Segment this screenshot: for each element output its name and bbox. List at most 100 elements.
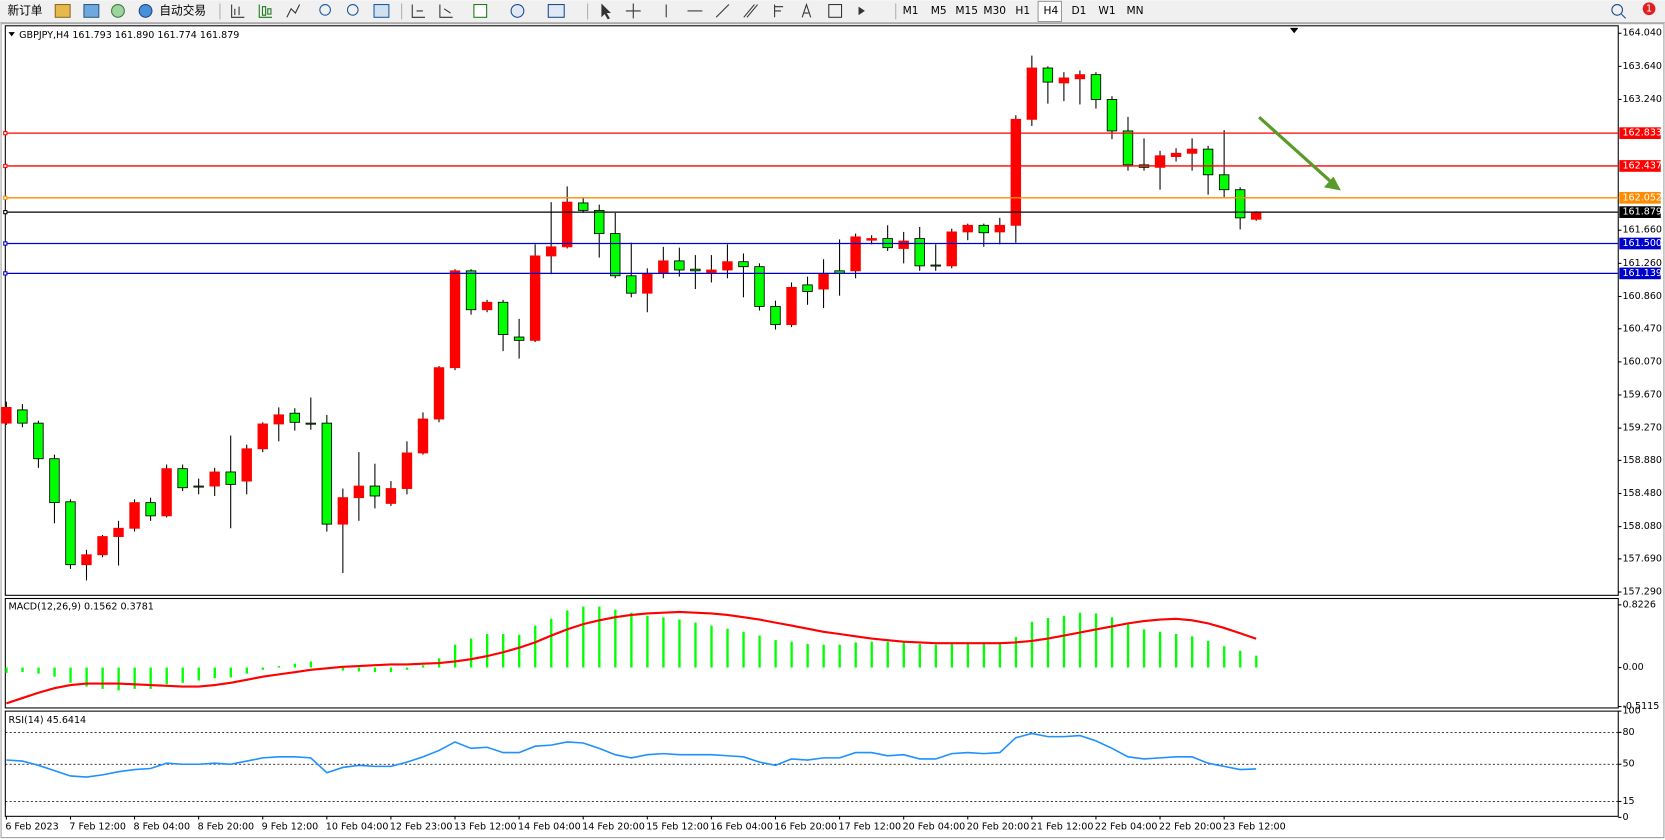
icon-channel[interactable] bbox=[743, 4, 758, 18]
icon-search-handle[interactable] bbox=[1621, 13, 1627, 19]
y-tick-label: 0 bbox=[1622, 812, 1628, 823]
macd-bar bbox=[1223, 646, 1226, 668]
candle-body bbox=[978, 224, 989, 234]
timeframe-button[interactable]: MN bbox=[1126, 4, 1143, 17]
x-tick-label: 10 Feb 04:00 bbox=[326, 821, 389, 832]
auto-trading-button[interactable]: 自动交易 bbox=[159, 3, 206, 17]
rsi-line bbox=[6, 732, 1257, 778]
timeframe-button[interactable]: H1 bbox=[1015, 4, 1030, 17]
symbol-marker bbox=[8, 32, 15, 37]
candle-body bbox=[305, 422, 317, 425]
candle-body bbox=[17, 409, 28, 424]
level-handle bbox=[3, 163, 8, 169]
timeframe-button[interactable]: H4 bbox=[1043, 4, 1058, 17]
level-label: 161.879 bbox=[1622, 207, 1661, 218]
icon-label[interactable] bbox=[828, 4, 843, 18]
macd-bar bbox=[5, 667, 8, 673]
macd-bar bbox=[806, 643, 809, 668]
candle-body bbox=[273, 414, 284, 425]
icon-bar-chart[interactable] bbox=[231, 4, 245, 18]
icon-data-window[interactable] bbox=[83, 4, 100, 18]
candle-body bbox=[529, 255, 541, 341]
level-label-box bbox=[1619, 267, 1661, 280]
icon-line-chart[interactable] bbox=[286, 4, 301, 18]
icon-auto-trading[interactable] bbox=[138, 4, 153, 18]
new-order-button[interactable]: 新订单 bbox=[7, 3, 42, 17]
macd-bar bbox=[405, 667, 409, 670]
candle-body bbox=[321, 422, 333, 525]
notification-badge[interactable] bbox=[1642, 2, 1656, 16]
macd-bar bbox=[421, 665, 425, 668]
icon-candles[interactable] bbox=[258, 4, 273, 18]
candle-body bbox=[818, 272, 829, 290]
icon-cursor[interactable] bbox=[601, 3, 611, 20]
icon-zoom-out[interactable] bbox=[346, 4, 359, 16]
candle-body bbox=[561, 201, 573, 248]
candle-body bbox=[369, 485, 381, 497]
x-tick-label: 15 Feb 12:00 bbox=[646, 821, 709, 832]
y-tick-label: 157.290 bbox=[1622, 587, 1661, 598]
x-tick-label: 17 Feb 12:00 bbox=[839, 821, 902, 832]
icon-indicators[interactable] bbox=[473, 4, 488, 18]
icon-shift[interactable] bbox=[411, 4, 426, 18]
candle-body bbox=[177, 468, 188, 489]
macd-bar bbox=[646, 615, 649, 668]
x-tick-label: 14 Feb 04:00 bbox=[518, 821, 581, 832]
macd-bar bbox=[309, 661, 313, 668]
macd-bar bbox=[1110, 617, 1114, 668]
icon-zoom-in[interactable] bbox=[319, 4, 331, 16]
timeframe-button[interactable]: M30 bbox=[983, 4, 1006, 17]
candle-body bbox=[65, 501, 76, 566]
macd-bar bbox=[694, 622, 697, 668]
chart-title: GBPJPY,H4 161.793 161.890 161.774 161.87… bbox=[19, 30, 239, 41]
y-tick-label: 0.00 bbox=[1622, 662, 1643, 673]
level-label: 162.833 bbox=[1622, 128, 1661, 139]
candle-body bbox=[578, 202, 589, 211]
icon-market-watch[interactable] bbox=[54, 4, 71, 18]
macd-bar bbox=[566, 610, 569, 668]
candle-body bbox=[401, 452, 413, 489]
macd-bar bbox=[469, 638, 473, 668]
macd-bar bbox=[85, 667, 88, 687]
icon-periods[interactable] bbox=[510, 4, 525, 18]
y-tick-label: 158.480 bbox=[1622, 488, 1661, 499]
macd-bar bbox=[1014, 637, 1018, 668]
notification-count: 1 bbox=[1646, 3, 1652, 14]
icon-navigator[interactable] bbox=[111, 4, 125, 18]
macd-bar bbox=[918, 643, 921, 668]
plots: 164.040 163.640 163.240 161.660 161.260 160.8… bbox=[1, 25, 1662, 832]
icon-trendline[interactable] bbox=[715, 4, 730, 18]
active-timeframe bbox=[1037, 0, 1063, 23]
icon-tile[interactable] bbox=[373, 4, 390, 18]
y-tick-label: 100 bbox=[1622, 706, 1640, 717]
timeframe-button[interactable]: M15 bbox=[955, 4, 978, 17]
macd-bar bbox=[1158, 631, 1162, 668]
icon-autoscroll[interactable] bbox=[439, 4, 453, 18]
candle-body bbox=[962, 224, 973, 233]
candle-body bbox=[193, 485, 204, 488]
macd-bar bbox=[277, 666, 281, 668]
y-tick-label: 161.660 bbox=[1622, 225, 1661, 236]
icon-crosshair[interactable] bbox=[625, 3, 641, 19]
timeframe-button[interactable]: M1 bbox=[903, 4, 919, 17]
candle-body bbox=[81, 554, 92, 566]
icon-templates[interactable] bbox=[547, 4, 565, 18]
timeframe-button[interactable]: M5 bbox=[931, 4, 947, 17]
icon-fibo[interactable] bbox=[774, 4, 784, 18]
timeframe-button[interactable]: W1 bbox=[1098, 4, 1115, 17]
macd-bar bbox=[886, 641, 889, 668]
macd-bar bbox=[1191, 636, 1194, 668]
timeframe-button[interactable]: D1 bbox=[1071, 4, 1086, 17]
macd-bar bbox=[870, 641, 873, 668]
panel-frame bbox=[4, 25, 1619, 596]
level-handle bbox=[3, 271, 8, 276]
candle-body bbox=[129, 502, 140, 529]
icon-arrows[interactable] bbox=[858, 6, 865, 16]
icon-search[interactable] bbox=[1611, 4, 1624, 16]
macd-bar bbox=[790, 641, 793, 668]
candle-body bbox=[545, 246, 557, 257]
macd-bar bbox=[486, 634, 489, 668]
level-label-box bbox=[1619, 160, 1661, 172]
icon-text[interactable] bbox=[801, 2, 812, 18]
